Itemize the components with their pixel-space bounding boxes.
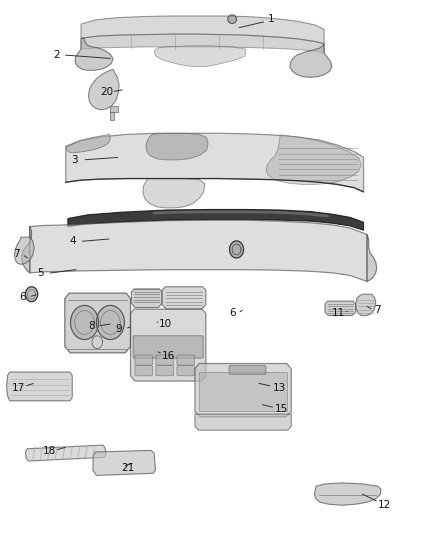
Text: 1: 1 [267, 14, 274, 24]
Text: 15: 15 [275, 404, 288, 414]
FancyBboxPatch shape [133, 336, 203, 358]
Text: 12: 12 [378, 500, 391, 510]
Text: 9: 9 [116, 324, 123, 334]
Polygon shape [195, 414, 291, 430]
Text: 2: 2 [53, 50, 60, 60]
FancyBboxPatch shape [135, 366, 152, 376]
Polygon shape [25, 445, 106, 461]
Polygon shape [195, 364, 291, 417]
Polygon shape [153, 211, 328, 217]
FancyBboxPatch shape [135, 355, 152, 365]
FancyBboxPatch shape [156, 355, 173, 365]
Polygon shape [131, 289, 162, 308]
Polygon shape [131, 309, 206, 381]
Bar [110, 112, 114, 120]
Polygon shape [7, 372, 72, 401]
Polygon shape [25, 287, 38, 302]
Text: 20: 20 [100, 87, 113, 96]
Text: 3: 3 [71, 155, 78, 165]
Polygon shape [66, 133, 364, 192]
Polygon shape [81, 16, 324, 44]
Text: 8: 8 [88, 321, 95, 331]
Text: 10: 10 [159, 319, 172, 328]
Text: 7: 7 [13, 249, 20, 259]
Polygon shape [65, 293, 131, 353]
Polygon shape [314, 483, 381, 505]
FancyBboxPatch shape [177, 366, 194, 376]
Polygon shape [154, 46, 245, 67]
Text: 17: 17 [12, 383, 25, 393]
Polygon shape [162, 287, 206, 309]
Polygon shape [67, 134, 110, 152]
Polygon shape [146, 133, 208, 160]
Polygon shape [93, 450, 155, 475]
Polygon shape [143, 179, 205, 208]
Polygon shape [22, 227, 32, 273]
Text: 6: 6 [229, 309, 236, 318]
Polygon shape [71, 305, 99, 340]
Polygon shape [325, 301, 356, 316]
Text: 16: 16 [162, 351, 175, 360]
Polygon shape [367, 235, 377, 281]
Polygon shape [81, 34, 324, 53]
Polygon shape [14, 237, 34, 264]
Polygon shape [88, 69, 119, 110]
Polygon shape [30, 220, 367, 281]
Bar [199, 372, 287, 411]
Text: 18: 18 [42, 447, 56, 456]
Polygon shape [75, 38, 113, 70]
Text: 21: 21 [121, 463, 134, 473]
FancyBboxPatch shape [177, 355, 194, 365]
Bar [110, 106, 118, 112]
Polygon shape [228, 15, 237, 23]
Text: 5: 5 [37, 269, 44, 278]
Polygon shape [266, 135, 361, 184]
FancyBboxPatch shape [229, 366, 266, 374]
Polygon shape [68, 209, 364, 230]
Polygon shape [356, 294, 376, 316]
Text: 4: 4 [69, 237, 76, 246]
Text: 6: 6 [19, 292, 26, 302]
Polygon shape [96, 305, 124, 340]
Text: 11: 11 [332, 308, 345, 318]
Polygon shape [290, 44, 332, 77]
Text: 13: 13 [273, 383, 286, 393]
FancyBboxPatch shape [156, 366, 173, 376]
Text: 7: 7 [374, 305, 381, 315]
Polygon shape [230, 241, 244, 258]
